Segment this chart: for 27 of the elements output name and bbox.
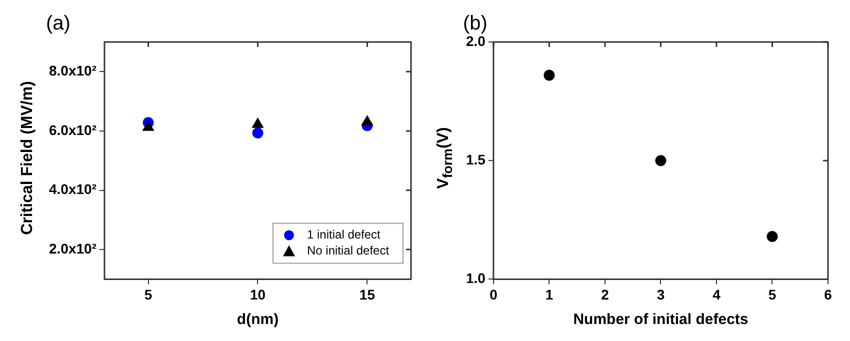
y-tick-label: 6.0x10² <box>49 122 97 138</box>
y-tick-label: 2.0 <box>466 32 486 49</box>
x-tick-label: 1 <box>545 286 554 302</box>
y-tick-label: 1.0 <box>466 270 486 286</box>
legend-label: No initial defect <box>307 244 390 258</box>
chart-title: (a) <box>46 12 70 35</box>
x-tick-label: 2 <box>601 286 610 302</box>
chart-title: (b) <box>463 12 488 35</box>
point <box>766 231 778 242</box>
x-tick-label: 0 <box>490 286 498 302</box>
y-tick-label: 2.0x10² <box>49 240 97 256</box>
point <box>655 155 666 166</box>
x-axis-title: Number of initial defects <box>573 311 748 328</box>
y-tick-label: 1.5 <box>466 151 486 168</box>
y-axis-title: Critical Field (MV/m) <box>19 81 37 235</box>
x-tick-label: 5 <box>768 286 776 302</box>
x-tick-label: 3 <box>656 286 665 302</box>
x-tick-label: 15 <box>359 286 376 302</box>
x-tick-label: 5 <box>144 286 152 302</box>
point <box>544 70 555 81</box>
y-tick-label: 4.0x10² <box>49 181 97 198</box>
x-tick-label: 10 <box>250 286 266 302</box>
legend-label: 1 initial defect <box>307 228 382 242</box>
y-tick-label: 8.0x10² <box>49 62 97 79</box>
x-tick-label: 6 <box>824 286 832 302</box>
x-axis-title: d(nm) <box>236 311 279 328</box>
x-tick-label: 4 <box>712 286 721 302</box>
